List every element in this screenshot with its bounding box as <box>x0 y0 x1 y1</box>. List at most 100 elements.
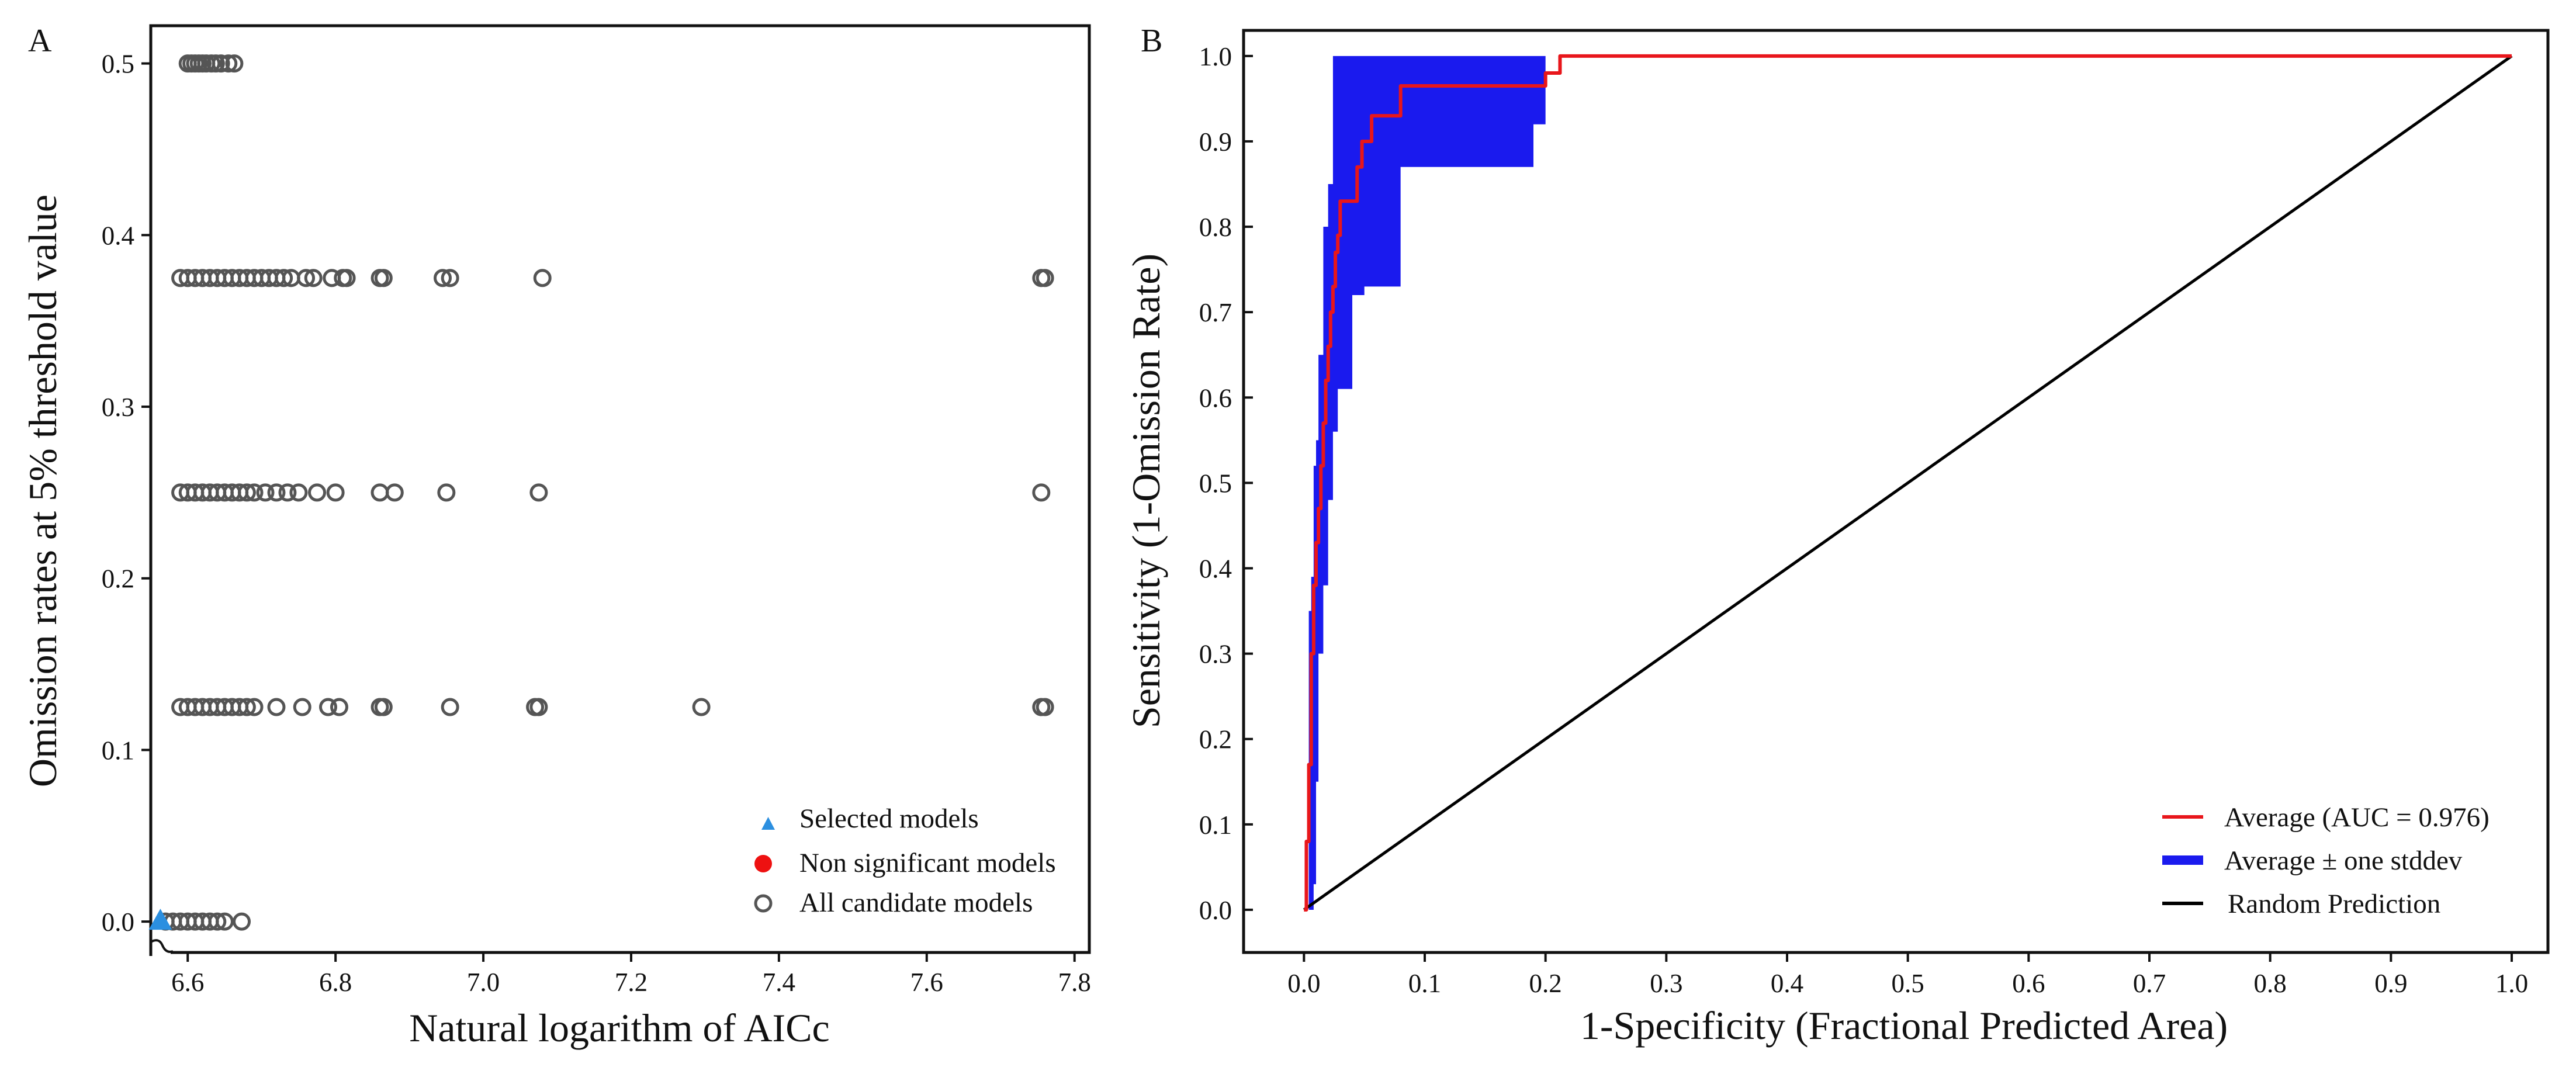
candidate-model-point <box>212 54 230 73</box>
candidate-model-point <box>278 483 297 502</box>
panel-b-y-tick-label: 0.2 <box>1199 725 1232 754</box>
candidate-model-point <box>237 698 256 716</box>
legend-non-significant-models-marker <box>754 855 772 872</box>
panel-b-x-tick-label: 0.6 <box>2012 969 2045 998</box>
candidate-model-point <box>297 269 316 287</box>
panel-b-x-tick-label: 0.8 <box>2254 969 2287 998</box>
panel-b-y-tick-label: 0.4 <box>1199 555 1232 584</box>
panel-b: B 0.00.10.20.30.40.50.60.70.80.91.0 0.0 0… <box>1124 23 2550 1048</box>
candidate-model-point <box>233 912 251 931</box>
panel-b-x-ticks: 0.0 0.1 0.2 0.3 0.4 0.5 0.6 0.7 0.8 0.9 1.0 <box>1287 952 2528 998</box>
candidate-model-point <box>245 483 264 502</box>
panel-b-y-tick-label: 0.6 <box>1199 383 1232 413</box>
panel-b-x-tick-label: 0.7 <box>2133 969 2166 998</box>
panel-a-x-ticks: 6.6 6.8 7.0 7.2 7.4 7.6 7.8 <box>171 952 1091 997</box>
panel-b-y-tick-label: 0.0 <box>1199 896 1232 925</box>
panel-b-x-tick-label: 0.1 <box>1408 969 1441 998</box>
candidate-model-point <box>293 698 311 716</box>
panel-b-label: B <box>1141 23 1162 59</box>
candidate-model-point <box>337 269 356 287</box>
panel-b-x-tick-label: 0.4 <box>1771 969 1803 998</box>
legend-all-candidate-models-label: All candidate models <box>799 888 1033 918</box>
panel-a-points <box>148 54 1054 931</box>
panel-b-y-axis-label: Sensitivity (1-Omission Rate) <box>1124 254 1168 728</box>
legend-non-significant-models-label: Non significant models <box>799 848 1056 878</box>
panel-b-x-tick-label: 0.3 <box>1650 969 1682 998</box>
candidate-model-point <box>215 912 234 931</box>
panel-a-legend: Selected models Non significant models A… <box>754 803 1056 918</box>
panel-a-x-tick-label: 6.8 <box>319 968 352 997</box>
panel-a-label: A <box>28 23 52 59</box>
candidate-model-point <box>304 269 323 287</box>
panel-a-x-tick-label: 7.0 <box>467 968 500 997</box>
panel-b-y-tick-label: 0.7 <box>1199 298 1232 327</box>
panel-b-x-axis-label: 1-Specificity (Fractional Predicted Area… <box>1580 1003 2228 1048</box>
candidate-model-point <box>289 483 308 502</box>
legend-average-label: Average (AUC = 0.976) <box>2224 802 2490 833</box>
panel-b-y-ticks: 0.0 0.1 0.2 0.3 0.4 0.5 0.6 0.7 0.8 0.9 1.0 <box>1199 42 1253 925</box>
candidate-model-point <box>318 698 337 716</box>
candidate-model-point <box>533 269 552 287</box>
candidate-model-point <box>437 483 456 502</box>
panel-a-y-tick-label: 0.4 <box>102 221 134 250</box>
candidate-model-point <box>267 698 286 716</box>
panel-a-y-tick-label: 0.0 <box>102 907 134 937</box>
candidate-model-point <box>374 698 393 716</box>
panel-a-y-tick-label: 0.5 <box>102 50 134 79</box>
roc-random-prediction-line <box>1303 54 2513 911</box>
candidate-model-point <box>237 483 256 502</box>
legend-selected-models-marker <box>761 817 775 830</box>
selected-model-point <box>148 909 172 930</box>
candidate-model-point <box>441 698 459 716</box>
panel-b-x-tick-label: 0.0 <box>1287 969 1320 998</box>
panel-b-y-tick-label: 0.9 <box>1199 127 1232 157</box>
candidate-model-point <box>206 54 225 73</box>
panel-a-x-tick-label: 7.4 <box>763 968 795 997</box>
panel-a-axis-break <box>150 939 174 953</box>
panel-b-y-tick-label: 1.0 <box>1199 42 1232 71</box>
candidate-model-point <box>275 269 293 287</box>
candidate-model-point <box>692 698 711 716</box>
panel-b-x-tick-label: 1.0 <box>2495 969 2528 998</box>
candidate-model-point <box>256 483 275 502</box>
panel-b-frame <box>1242 29 2550 954</box>
candidate-model-point <box>308 483 327 502</box>
panel-b-x-tick-label: 0.2 <box>1529 969 1562 998</box>
legend-selected-models-label: Selected models <box>799 803 979 834</box>
panel-b-x-tick-label: 0.5 <box>1892 969 1924 998</box>
candidate-model-point <box>374 269 393 287</box>
panel-a-x-tick-label: 7.8 <box>1058 968 1091 997</box>
candidate-model-point <box>1036 698 1054 716</box>
candidate-model-point <box>330 698 348 716</box>
legend-random-label: Random Prediction <box>2228 889 2440 919</box>
candidate-model-point <box>371 483 389 502</box>
panel-b-x-tick-label: 0.9 <box>2374 969 2407 998</box>
panel-b-y-tick-label: 0.8 <box>1199 213 1232 242</box>
panel-b-plot <box>1303 54 2513 912</box>
panel-a-y-tick-label: 0.2 <box>102 564 134 594</box>
candidate-model-point <box>529 698 548 716</box>
candidate-model-point <box>1036 269 1054 287</box>
candidate-model-point <box>385 483 404 502</box>
roc-stddev-band <box>1304 56 1560 910</box>
candidate-model-point <box>219 54 238 73</box>
panel-a-frame <box>149 24 1091 954</box>
legend-stddev-label: Average ± one stddev <box>2224 846 2463 876</box>
panel-a-y-ticks: 0.0 0.1 0.2 0.3 0.4 0.5 <box>102 50 151 937</box>
panel-a-x-tick-label: 7.6 <box>910 968 943 997</box>
candidate-model-point <box>1032 483 1051 502</box>
candidate-model-point <box>529 483 548 502</box>
candidate-model-point <box>225 54 244 73</box>
roc-average-line <box>1304 54 2512 912</box>
candidate-model-point <box>267 483 286 502</box>
candidate-model-point <box>326 483 345 502</box>
panel-b-legend: Average (AUC = 0.976) Average ± one stdd… <box>2162 802 2490 919</box>
panel-b-y-tick-label: 0.1 <box>1199 810 1232 840</box>
panel-a-y-axis-label: Omission rates at 5% threshold value <box>20 195 65 787</box>
panel-a-x-axis-label: Natural logarithm of AICc <box>409 1006 829 1050</box>
candidate-model-point <box>208 912 227 931</box>
candidate-model-point <box>441 269 459 287</box>
panel-a-x-tick-label: 7.2 <box>615 968 648 997</box>
panel-a-x-tick-label: 6.6 <box>171 968 204 997</box>
